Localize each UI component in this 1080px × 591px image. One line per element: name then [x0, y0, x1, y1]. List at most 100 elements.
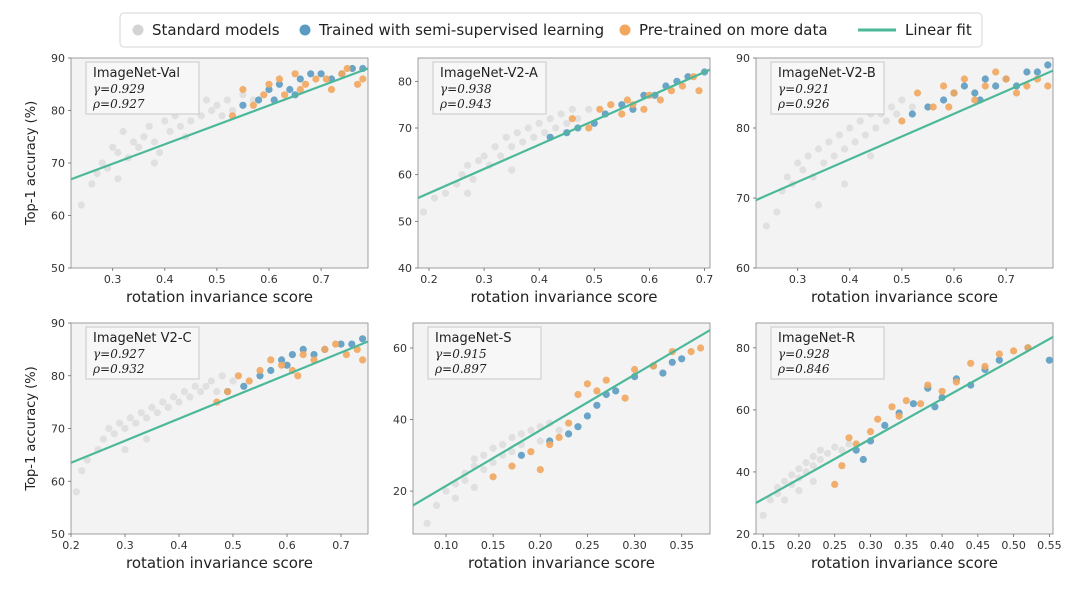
x-tick-label: 0.55	[1037, 539, 1062, 552]
stats-box-frame	[85, 61, 200, 115]
data-point	[228, 106, 237, 115]
data-point	[678, 355, 686, 363]
data-point	[814, 145, 823, 153]
data-point	[497, 152, 505, 160]
data-point	[191, 382, 199, 390]
data-point	[574, 390, 582, 399]
data-point	[312, 75, 320, 83]
chart-panel-imagenet-v2-c: 0.2 0.3 0.4 0.5 0.6 0.7 50 60 70 80 90 rotation inv…	[24, 317, 369, 572]
data-point	[240, 382, 248, 390]
data-point	[348, 340, 356, 348]
data-point	[470, 483, 478, 492]
data-point	[596, 105, 604, 113]
x-axis-label: rotation invariance score	[468, 554, 655, 572]
data-point	[301, 80, 310, 88]
data-point	[527, 448, 535, 456]
x-tick-label: 0.2	[62, 539, 80, 552]
data-point	[882, 117, 890, 125]
chart-panel-imagenet-v2-a: 0.2 0.3 0.4 0.5 0.6 0.7 40 50 60 70 80 rotation inv…	[398, 57, 713, 306]
x-axis-label: rotation invariance score	[126, 288, 313, 306]
data-point	[342, 351, 350, 359]
x-tick-label: 0.40	[930, 539, 955, 552]
data-point	[150, 138, 158, 146]
x-axis-label: rotation invariance score	[471, 288, 658, 306]
data-point	[256, 372, 264, 380]
data-point	[814, 201, 823, 209]
data-point	[140, 133, 148, 141]
data-point	[585, 105, 593, 113]
data-point	[859, 455, 867, 464]
data-point	[861, 131, 870, 139]
data-point	[555, 426, 563, 434]
data-point	[491, 143, 499, 151]
data-point	[239, 91, 247, 99]
data-point	[267, 356, 275, 364]
data-point	[278, 356, 286, 364]
data-point	[159, 398, 167, 406]
data-point	[229, 377, 237, 385]
data-point	[480, 152, 488, 160]
data-point	[759, 511, 767, 519]
data-point	[678, 82, 687, 90]
data-point	[508, 166, 516, 174]
data-point	[321, 345, 329, 353]
data-point	[296, 85, 304, 94]
y-tick-label: 80	[398, 75, 412, 88]
data-point	[156, 148, 164, 157]
x-tick-label: 0.6	[260, 273, 278, 286]
data-point	[981, 82, 989, 90]
data-point	[202, 382, 210, 390]
data-point	[197, 388, 205, 396]
data-point	[519, 138, 527, 146]
legend-label: Linear fit	[905, 21, 972, 39]
data-point	[967, 359, 975, 367]
data-point	[656, 96, 665, 104]
plot-marks	[756, 336, 1053, 519]
data-point	[286, 85, 294, 94]
y-tick-label: 80	[51, 105, 65, 118]
data-point	[513, 129, 521, 137]
data-point	[527, 426, 535, 434]
data-point	[145, 122, 153, 130]
data-point	[170, 393, 178, 401]
series-standard-models	[72, 372, 237, 496]
data-point	[809, 452, 817, 460]
series-trained-with-semi-supervised-learning	[224, 335, 367, 396]
data-point	[583, 380, 592, 388]
data-point	[929, 103, 937, 111]
data-point	[291, 70, 299, 78]
data-point	[338, 70, 346, 78]
linear-fit-line	[71, 340, 368, 464]
data-point	[618, 110, 626, 118]
data-point	[945, 103, 953, 111]
data-point	[202, 96, 211, 104]
data-point	[72, 488, 80, 496]
series-trained-with-semi-supervised-learning	[239, 64, 367, 109]
data-point	[223, 96, 231, 104]
data-point	[143, 435, 151, 443]
data-point	[602, 376, 610, 384]
data-point	[687, 348, 695, 356]
data-point	[824, 449, 832, 457]
data-point	[464, 161, 472, 169]
data-point	[265, 85, 273, 94]
data-point	[441, 189, 450, 197]
data-point	[135, 143, 143, 151]
data-point	[583, 412, 592, 420]
x-tick-label: 0.3	[104, 273, 122, 286]
rho-stat: ρ=0.926	[777, 97, 830, 111]
linear-fit-line	[71, 67, 368, 181]
gamma-stat: γ=0.921	[778, 82, 830, 96]
data-point	[283, 361, 291, 369]
data-point	[952, 378, 961, 386]
x-axis-label: rotation invariance score	[811, 288, 998, 306]
linear-fit-line	[756, 69, 1053, 202]
data-point	[788, 471, 796, 479]
data-point	[568, 115, 576, 123]
data-point	[766, 496, 774, 504]
x-tick-label: 0.7	[997, 273, 1015, 286]
data-point	[981, 362, 989, 370]
